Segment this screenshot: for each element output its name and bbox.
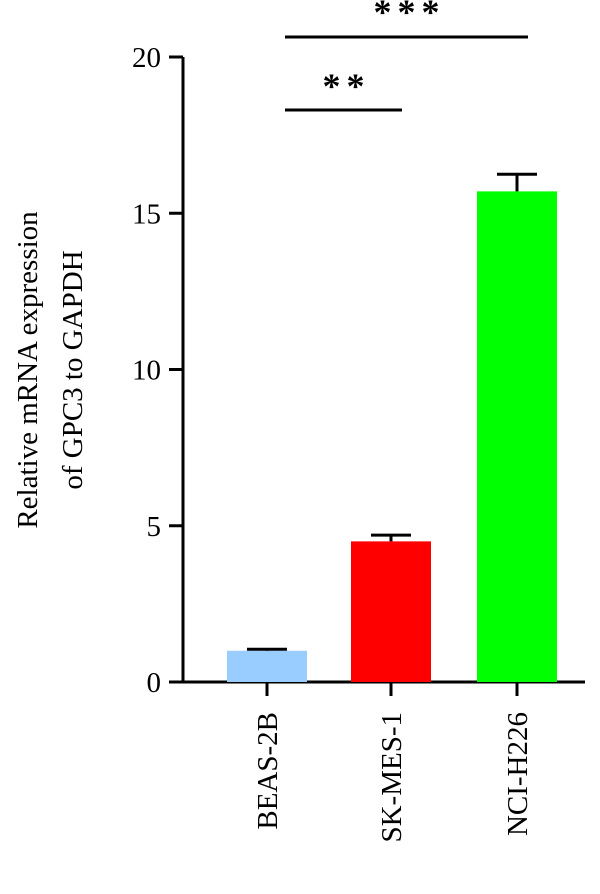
- bar: [477, 191, 557, 682]
- x-tick-label: BEAS-2B: [252, 712, 284, 830]
- y-tick-label: 5: [147, 511, 162, 543]
- y-axis-label-line-1: Relative mRNA expression: [12, 211, 44, 529]
- y-tick-label: 15: [132, 198, 161, 230]
- y-tick-label: 0: [147, 667, 162, 699]
- significance-brackets: *****: [285, 0, 528, 112]
- bars: [227, 172, 557, 682]
- significance-label: ***: [374, 0, 446, 32]
- bar: [227, 650, 307, 682]
- y-tick-label: 20: [132, 42, 161, 74]
- axes: 0 5 10 15 20 BEAS-2B SK-MES-1 NCI-H226: [132, 42, 585, 843]
- bar: [351, 541, 431, 682]
- x-tick-label: NCI-H226: [502, 712, 534, 836]
- significance-label: **: [323, 66, 371, 106]
- y-axis-label: Relative mRNA expression of GPC3 to GAPD…: [12, 211, 89, 529]
- y-tick-label: 10: [132, 355, 161, 387]
- y-axis-label-line-2: of GPC3 to GAPDH: [57, 250, 89, 489]
- x-tick-label: SK-MES-1: [376, 712, 408, 843]
